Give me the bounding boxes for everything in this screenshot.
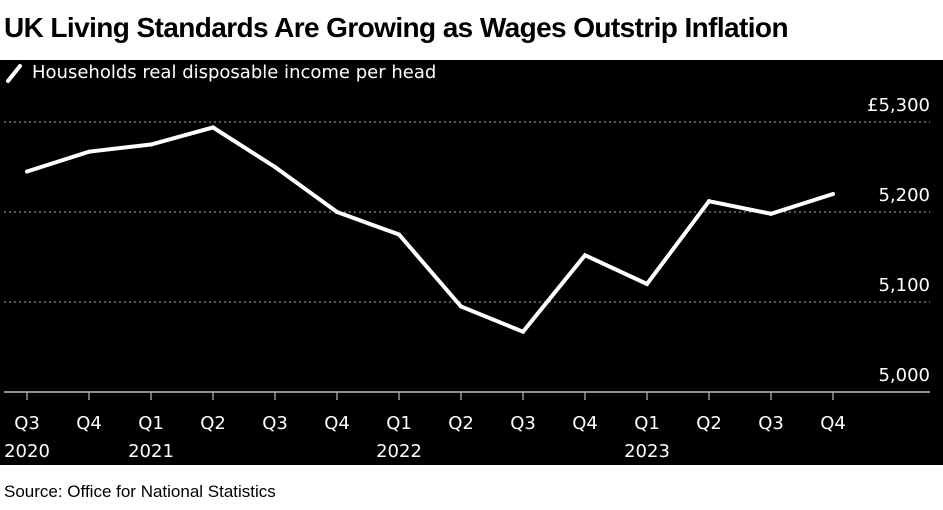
data-point	[645, 282, 649, 286]
x-year-label: 2021	[128, 441, 174, 462]
x-tick-label: Q1	[138, 413, 164, 434]
x-tick-label: Q2	[200, 413, 226, 434]
data-point	[211, 125, 215, 129]
x-tick-label: Q3	[758, 413, 784, 434]
x-tick-label: Q1	[386, 413, 412, 434]
line-chart: Households real disposable income per he…	[0, 60, 943, 465]
x-tick-label: Q3	[510, 413, 536, 434]
x-tick-label: Q2	[448, 413, 474, 434]
x-year-label: 2023	[624, 441, 670, 462]
x-year-label: 2020	[4, 441, 50, 462]
x-tick-label: Q3	[262, 413, 288, 434]
x-tick-label: Q4	[572, 413, 598, 434]
legend-swatch	[8, 66, 20, 81]
chart-title: UK Living Standards Are Growing as Wages…	[4, 12, 788, 44]
data-point	[25, 170, 29, 174]
x-tick-label: Q2	[696, 413, 722, 434]
data-point	[87, 150, 91, 154]
x-tick-label: Q1	[634, 413, 660, 434]
x-tick-label: Q4	[324, 413, 350, 434]
y-tick-label: £5,300	[867, 95, 930, 116]
data-point	[335, 210, 339, 214]
y-tick-label: 5,000	[878, 365, 930, 386]
chart-panel: Households real disposable income per he…	[0, 60, 943, 465]
data-point	[583, 253, 587, 257]
x-tick-label: Q3	[14, 413, 40, 434]
data-point	[831, 192, 835, 196]
data-point	[459, 305, 463, 309]
y-tick-label: 5,200	[878, 185, 930, 206]
series-line	[27, 127, 833, 331]
source-note: Source: Office for National Statistics	[4, 482, 276, 502]
gridlines	[4, 122, 930, 392]
x-axis: Q3 Q4 Q1 Q2 Q3 Q4 Q1 Q2 Q3 Q4 Q1 Q2 Q3 Q4 2020 2021 2022…	[4, 392, 846, 462]
legend: Households real disposable income per he…	[8, 62, 436, 83]
x-tick-label: Q4	[820, 413, 846, 434]
y-tick-label: 5,100	[878, 275, 930, 296]
y-axis: 5,000 5,100 5,200 £5,300	[867, 95, 930, 386]
data-point	[397, 233, 401, 237]
x-year-label: 2022	[376, 441, 422, 462]
data-point	[521, 330, 525, 334]
data-point	[769, 212, 773, 216]
x-tick-label: Q4	[76, 413, 102, 434]
data-point	[149, 143, 153, 147]
data-point	[273, 165, 277, 169]
legend-label: Households real disposable income per he…	[32, 62, 436, 83]
data-point	[707, 199, 711, 203]
